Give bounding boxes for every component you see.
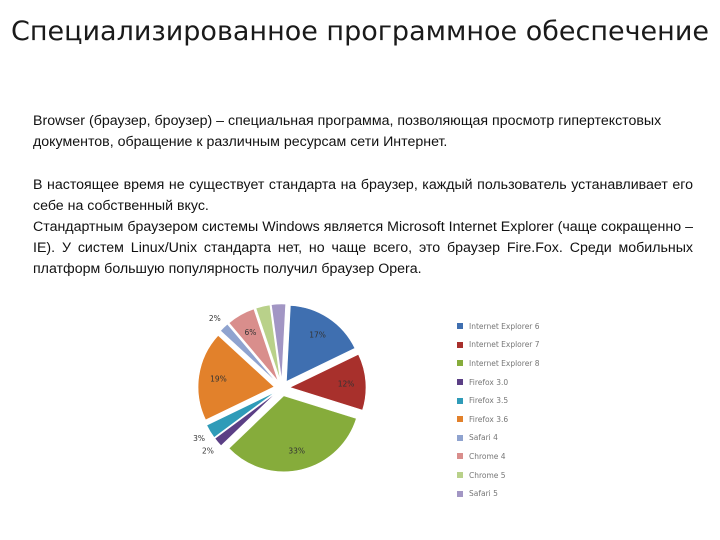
legend-item-chrome-5: Chrome 5: [457, 466, 540, 485]
pie-label-chrome-4: 6%: [245, 328, 257, 337]
legend-item-firefox-3-5: Firefox 3.5: [457, 391, 540, 410]
legend-swatch: [457, 434, 463, 441]
legend-label: Firefox 3.5: [469, 396, 509, 406]
legend-item-safari-4: Safari 4: [457, 429, 540, 448]
pie-slice-safari-5: [271, 303, 286, 381]
pie-label-safari-4: 2%: [209, 314, 221, 323]
pie-label-firefox-3-6: 19%: [210, 375, 227, 384]
legend-item-internet-explorer-7: Internet Explorer 7: [457, 336, 540, 355]
legend-label: Internet Explorer 6: [469, 321, 540, 331]
pie-label-internet-explorer-8: 33%: [288, 447, 305, 456]
chart-legend: Internet Explorer 6 Internet Explorer 7 In…: [457, 317, 540, 503]
legend-label: Internet Explorer 7: [469, 340, 540, 350]
browser-share-pie-chart: 17%12%33%2%3%19%2%6%3%3%: [193, 303, 367, 473]
slide-title: Специализированное программное обеспечен…: [11, 16, 709, 47]
legend-swatch: [457, 360, 463, 367]
legend-item-internet-explorer-8: Internet Explorer 8: [457, 354, 540, 373]
default-browsers-text: Стандартным браузером системы Windows яв…: [33, 219, 693, 277]
browser-definition-paragraph: Browser (браузер, броузер) – специальная…: [33, 113, 662, 150]
legend-swatch: [457, 341, 463, 348]
pie-slice-safari-4: [220, 323, 277, 383]
pie-label-internet-explorer-6: 17%: [309, 330, 326, 339]
legend-label: Chrome 4: [469, 451, 506, 461]
pie-slice-chrome-5: [255, 304, 281, 381]
legend-item-safari-5: Safari 5: [457, 484, 540, 503]
legend-swatch: [457, 323, 463, 330]
legend-swatch: [457, 397, 463, 404]
pie-slice-internet-explorer-7: [289, 353, 367, 411]
pie-slice-firefox-3-0: [214, 392, 277, 447]
legend-item-firefox-3-0: Firefox 3.0: [457, 373, 540, 392]
legend-swatch: [457, 490, 463, 497]
browser-standards-paragraph: В настоящее время не существует стандарт…: [33, 175, 693, 280]
legend-label: Firefox 3.0: [469, 377, 509, 387]
legend-item-firefox-3-6: Firefox 3.6: [457, 410, 540, 429]
pie-slice-firefox-3-5: [206, 391, 276, 438]
pie-label-internet-explorer-7: 12%: [338, 379, 355, 388]
pie-slice-internet-explorer-6: [286, 305, 356, 382]
legend-label: Chrome 5: [469, 470, 506, 480]
no-standard-text: В настоящее время не существует стандарт…: [33, 177, 693, 214]
pie-label-firefox-3-5: 3%: [193, 434, 205, 443]
legend-swatch: [457, 472, 463, 479]
legend-label: Internet Explorer 8: [469, 358, 540, 368]
pie-label-firefox-3-0: 2%: [202, 447, 214, 456]
legend-label: Safari 5: [469, 489, 498, 499]
legend-item-internet-explorer-6: Internet Explorer 6: [457, 317, 540, 336]
pie-slice-internet-explorer-8: [228, 395, 357, 473]
legend-swatch: [457, 379, 463, 386]
legend-label: Firefox 3.6: [469, 414, 509, 424]
legend-swatch: [457, 453, 463, 460]
legend-swatch: [457, 416, 463, 423]
legend-label: Safari 4: [469, 433, 498, 443]
pie-slice-chrome-4: [228, 308, 279, 382]
pie-slice-firefox-3-6: [197, 334, 275, 421]
legend-item-chrome-4: Chrome 4: [457, 447, 540, 466]
